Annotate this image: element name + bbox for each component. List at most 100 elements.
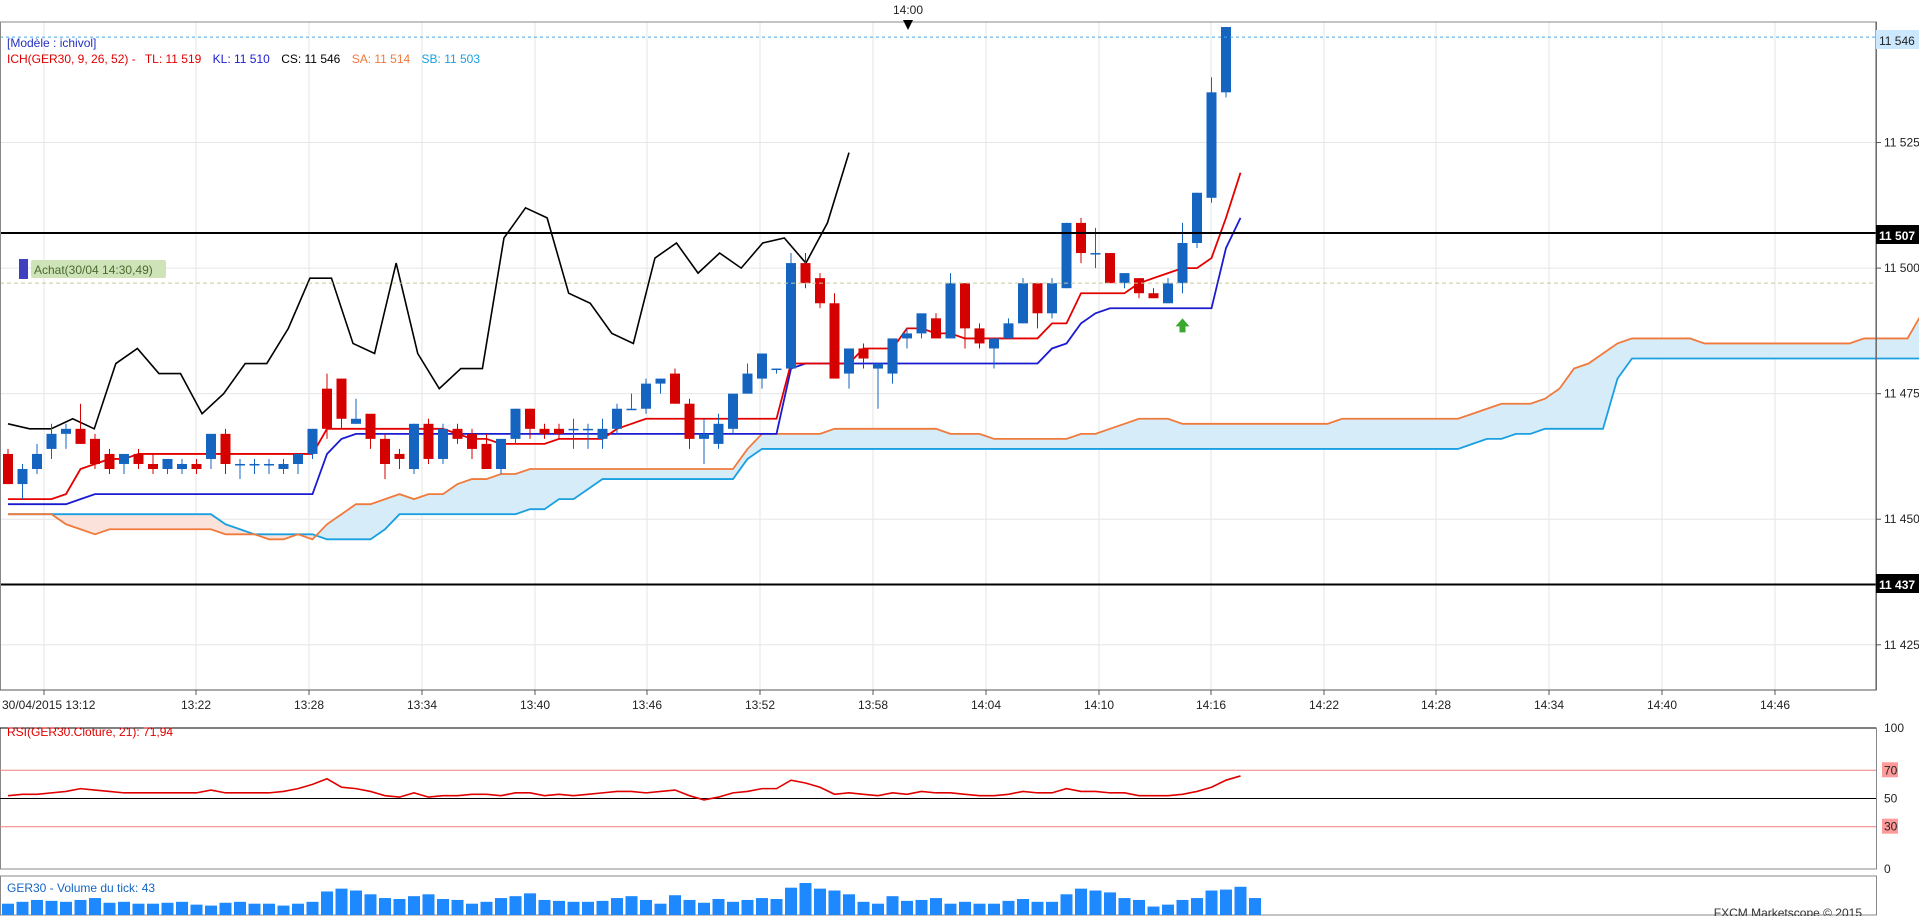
candle-body xyxy=(525,408,535,429)
time-marker-label: 14:00 xyxy=(893,3,923,17)
achat-marker[interactable] xyxy=(19,259,28,279)
cloud-segment xyxy=(1501,403,1516,439)
cloud-segment xyxy=(1545,388,1560,429)
candle-body xyxy=(539,428,550,434)
candle-body xyxy=(409,423,419,470)
cloud-segment xyxy=(559,469,574,500)
price-panel-frame xyxy=(0,21,1877,691)
current-price-box xyxy=(1876,30,1919,49)
volume-bar xyxy=(915,899,928,915)
volume-bar xyxy=(582,901,594,915)
candle-body xyxy=(1003,323,1014,339)
volume-bar xyxy=(408,896,420,915)
volume-bar xyxy=(1176,899,1189,915)
candle-body xyxy=(496,438,506,470)
cloud-segment xyxy=(95,514,110,535)
volume-bar xyxy=(495,898,507,915)
candle-body xyxy=(481,443,492,470)
cloud-segment xyxy=(776,433,791,449)
cloud-segment xyxy=(399,494,414,515)
candle-body xyxy=(467,433,477,449)
rsi-tick-label: 30 xyxy=(1884,820,1898,834)
volume-bar xyxy=(103,902,116,915)
volume-bar xyxy=(176,901,188,915)
volume-bar xyxy=(596,900,609,915)
volume-bar xyxy=(828,890,841,915)
candle-body xyxy=(177,463,187,470)
cloud-segment xyxy=(124,514,139,530)
volume-bar xyxy=(1002,900,1015,915)
candle-body xyxy=(322,388,332,429)
volume-bar xyxy=(901,900,913,915)
cloud-segment xyxy=(153,514,168,530)
cloud-segment xyxy=(1313,423,1328,449)
candle-body xyxy=(380,438,390,464)
time-tick-label: 14:28 xyxy=(1421,698,1451,712)
candle-body xyxy=(989,338,999,349)
candle-body xyxy=(699,433,709,439)
cloud-segment xyxy=(747,433,762,459)
achat-label-bg xyxy=(31,260,166,278)
cloud-segment xyxy=(1588,353,1603,429)
volume-bar xyxy=(118,901,130,915)
volume-bar xyxy=(814,888,826,915)
cloud-segment xyxy=(530,469,545,510)
time-marker-arrow[interactable] xyxy=(903,20,913,30)
price-grid xyxy=(0,22,1876,690)
cloud-segment xyxy=(544,469,559,510)
candle-body xyxy=(438,428,448,459)
candle-body xyxy=(1221,27,1231,93)
cloud-segment xyxy=(1298,423,1313,449)
candle-body xyxy=(873,363,883,369)
cloud-segment xyxy=(1327,418,1342,449)
volume-bar xyxy=(335,888,348,915)
volume-bar xyxy=(451,899,464,915)
volume-bar xyxy=(799,883,812,915)
volume-bar xyxy=(872,903,884,915)
cloud-segment xyxy=(1197,423,1212,449)
candle-body xyxy=(641,383,651,409)
candle-body xyxy=(249,463,260,466)
volume-bar xyxy=(756,898,768,915)
candle-body xyxy=(3,453,13,485)
candle-body xyxy=(510,408,521,439)
candle-body xyxy=(1119,273,1130,284)
candle-body xyxy=(119,453,129,464)
cloud-segment xyxy=(1168,418,1183,449)
time-tick-label: 30/04/2015 13:12 xyxy=(2,698,96,712)
cloud-segment xyxy=(863,428,878,449)
cloud-segment xyxy=(689,469,704,480)
volume-bar xyxy=(350,890,362,915)
cloud-segment xyxy=(950,433,965,449)
cloud-segment xyxy=(1371,418,1386,449)
cloud-segment xyxy=(501,474,516,515)
cloud-segment xyxy=(1893,338,1908,359)
candles xyxy=(3,27,1231,500)
level-low-label: 11 437 xyxy=(1879,578,1915,592)
cloud-segment xyxy=(341,504,356,540)
cloud-segment xyxy=(1791,343,1806,359)
volume-bar xyxy=(640,899,652,915)
candle-body xyxy=(293,453,303,464)
cloud-segment xyxy=(1661,338,1676,359)
candle-body xyxy=(1018,283,1028,324)
volume-bar xyxy=(1118,898,1131,915)
candle-body xyxy=(612,408,622,429)
cloud-segment xyxy=(1675,338,1690,359)
candle-body xyxy=(307,428,318,454)
volume-bar xyxy=(1046,901,1058,915)
cloud-segment xyxy=(878,428,893,449)
time-tick-label: 13:52 xyxy=(745,698,775,712)
candle-body xyxy=(684,403,695,439)
cloud-segment xyxy=(269,534,284,540)
cloud-segment xyxy=(1400,418,1415,449)
cloud-segment xyxy=(646,469,661,480)
volume-bar xyxy=(1147,906,1160,915)
cloud-segment xyxy=(1153,418,1168,449)
price-tick-label: 11 525 xyxy=(1884,136,1919,150)
axes: 11 525 11 500 11 475 11 450 11 425 30/04/2015… xyxy=(0,21,1919,712)
volume-bar xyxy=(89,898,101,915)
cloud-segment xyxy=(1023,438,1038,449)
cloud-segment xyxy=(791,433,806,449)
horizontal-levels xyxy=(0,36,1876,586)
